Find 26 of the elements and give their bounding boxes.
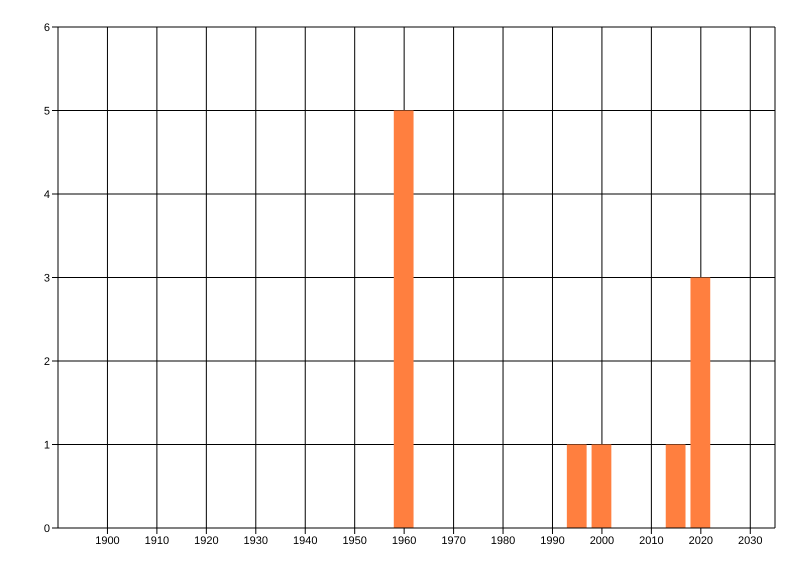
bar (566, 444, 587, 528)
y-tick-label: 5 (44, 105, 50, 118)
bar (666, 444, 686, 528)
y-tick-label: 4 (44, 188, 50, 201)
x-tick-label: 1970 (441, 534, 466, 547)
x-tick-label: 1960 (392, 534, 416, 547)
bar (394, 110, 414, 528)
y-tick-label: 1 (44, 439, 50, 452)
x-tick-label: 1910 (144, 534, 170, 547)
x-tick-label: 2000 (590, 534, 614, 547)
y-tick-label: 3 (44, 272, 50, 284)
y-tick-label: 6 (44, 22, 50, 34)
x-tick-label: 1990 (540, 534, 565, 547)
x-tick-label: 1920 (194, 534, 219, 547)
x-tick-label: 1980 (490, 534, 516, 547)
x-tick-label: 1950 (342, 534, 367, 547)
x-tick-label: 2020 (688, 534, 714, 547)
bar (592, 444, 612, 528)
y-tick-label: 2 (44, 356, 50, 368)
x-tick-label: 1940 (293, 534, 318, 547)
x-tick-label: 1930 (244, 534, 268, 547)
x-tick-label: 1900 (95, 534, 120, 547)
x-tick-label: 2030 (738, 534, 763, 547)
y-tick-label: 0 (44, 522, 50, 535)
x-tick-label: 2010 (639, 534, 664, 547)
bar (690, 278, 710, 528)
